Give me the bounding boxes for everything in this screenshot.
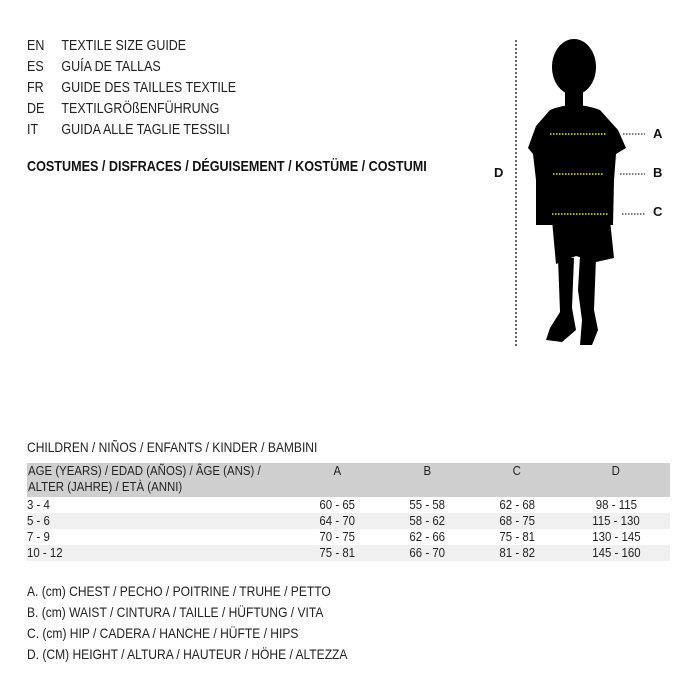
legend-b: B. (cm) WAIST / CINTURA / TAILLE / HÜFTU…	[27, 604, 324, 620]
cell-a: 75 - 81	[292, 545, 382, 561]
cell-a: 60 - 65	[292, 497, 382, 513]
label-a: A	[653, 126, 663, 141]
lang-line-it: IT GUIDA ALLE TAGLIE TESSILI	[27, 121, 230, 139]
label-d: D	[494, 165, 504, 180]
table-row: 10 - 12 75 - 81 66 - 70 81 - 82 145 - 16…	[27, 545, 670, 561]
cell-d: 115 - 130	[562, 513, 670, 529]
header-b-text: B	[423, 463, 432, 478]
cell-text: 55 - 58	[409, 497, 446, 512]
cell-c: 75 - 81	[472, 529, 562, 545]
lang-code: ES	[27, 59, 44, 75]
lang-line-en: EN TEXTILE SIZE GUIDE	[27, 37, 186, 55]
cell-b: 62 - 66	[382, 529, 472, 545]
header-a-text: A	[333, 463, 342, 478]
cell-text: 66 - 70	[409, 545, 446, 560]
header-age: AGE (YEARS) / EDAD (AÑOS) / ÂGE (ANS) / A…	[27, 463, 292, 497]
header-age-line: AGE (YEARS) / EDAD (AÑOS) / ÂGE (ANS) /	[28, 463, 261, 478]
lang-code: DE	[27, 101, 45, 117]
category-title: COSTUMES / DISFRACES / DÉGUISEMENT / KOS…	[27, 158, 427, 175]
lang-line-de: DE TEXTILGRÖßENFÜHRUNG	[27, 100, 219, 118]
cell-text: 3 - 4	[27, 497, 50, 512]
cell-text: 64 - 70	[319, 513, 356, 528]
legend-d: D. (CM) HEIGHT / ALTURA / HAUTEUR / HÖHE…	[27, 646, 348, 662]
lang-code: IT	[27, 122, 39, 138]
cell-c: 68 - 75	[472, 513, 562, 529]
child-silhouette-icon	[515, 39, 645, 347]
cell-c: 81 - 82	[472, 545, 562, 561]
label-b: B	[653, 165, 663, 180]
header-d: D	[562, 463, 670, 497]
cell-text: 60 - 65	[319, 497, 356, 512]
cell-text: 75 - 81	[499, 529, 535, 544]
lang-code: EN	[27, 38, 45, 54]
cell-age: 3 - 4	[27, 497, 292, 513]
cell-text: 5 - 6	[27, 513, 50, 528]
header-c: C	[472, 463, 562, 497]
cell-age: 5 - 6	[27, 513, 292, 529]
header-a: A	[292, 463, 382, 497]
child-silhouette-figure: A B C D	[480, 30, 680, 360]
cell-text: 130 - 145	[591, 529, 641, 544]
cell-text: 98 - 115	[595, 497, 637, 512]
cell-d: 145 - 160	[562, 545, 670, 561]
header-d-text: D	[611, 463, 621, 478]
label-c: C	[653, 204, 663, 219]
cell-age: 10 - 12	[27, 545, 292, 561]
table-row: 3 - 4 60 - 65 55 - 58 62 - 68 98 - 115	[27, 497, 670, 513]
legend-c: C. (cm) HIP / CADERA / HANCHE / HÜFTE / …	[27, 625, 299, 641]
cell-text: 10 - 12	[27, 545, 63, 560]
cell-d: 98 - 115	[562, 497, 670, 513]
lang-title: GUIDA ALLE TAGLIE TESSILI	[61, 122, 230, 138]
lang-line-fr: FR GUIDE DES TAILLES TEXTILE	[27, 79, 236, 97]
lang-code: FR	[27, 80, 44, 96]
cell-b: 58 - 62	[382, 513, 472, 529]
size-table: AGE (YEARS) / EDAD (AÑOS) / ÂGE (ANS) / A…	[27, 463, 670, 561]
cell-a: 70 - 75	[292, 529, 382, 545]
cell-text: 62 - 66	[409, 529, 446, 544]
cell-c: 62 - 68	[472, 497, 562, 513]
cell-a: 64 - 70	[292, 513, 382, 529]
table-header-row: AGE (YEARS) / EDAD (AÑOS) / ÂGE (ANS) / A…	[27, 463, 670, 497]
lang-title: GUÍA DE TALLAS	[61, 59, 161, 75]
cell-text: 68 - 75	[499, 513, 535, 528]
cell-b: 55 - 58	[382, 497, 472, 513]
cell-d: 130 - 145	[562, 529, 670, 545]
cell-text: 58 - 62	[409, 513, 446, 528]
cell-text: 145 - 160	[591, 545, 641, 560]
cell-text: 7 - 9	[27, 529, 50, 544]
cell-text: 115 - 130	[592, 513, 640, 528]
header-age-line: ALTER (JAHRE) / ETÀ (ANNI)	[28, 479, 183, 494]
table-row: 7 - 9 70 - 75 62 - 66 75 - 81 130 - 145	[27, 529, 670, 545]
cell-text: 70 - 75	[319, 529, 356, 544]
header-b: B	[382, 463, 472, 497]
lang-title: TEXTILE SIZE GUIDE	[61, 38, 187, 54]
lang-line-es: ES GUÍA DE TALLAS	[27, 58, 161, 76]
cell-text: 81 - 82	[499, 545, 535, 560]
cell-age: 7 - 9	[27, 529, 292, 545]
table-row: 5 - 6 64 - 70 58 - 62 68 - 75 115 - 130	[27, 513, 670, 529]
lang-title: TEXTILGRÖßENFÜHRUNG	[61, 101, 220, 117]
legend-a: A. (cm) CHEST / PECHO / POITRINE / TRUHE…	[27, 583, 331, 599]
table-caption: CHILDREN / NIÑOS / ENFANTS / KINDER / BA…	[27, 439, 318, 455]
header-c-text: C	[513, 463, 522, 478]
cell-text: 75 - 81	[319, 545, 356, 560]
cell-text: 62 - 68	[499, 497, 535, 512]
cell-b: 66 - 70	[382, 545, 472, 561]
lang-title: GUIDE DES TAILLES TEXTILE	[61, 80, 237, 96]
